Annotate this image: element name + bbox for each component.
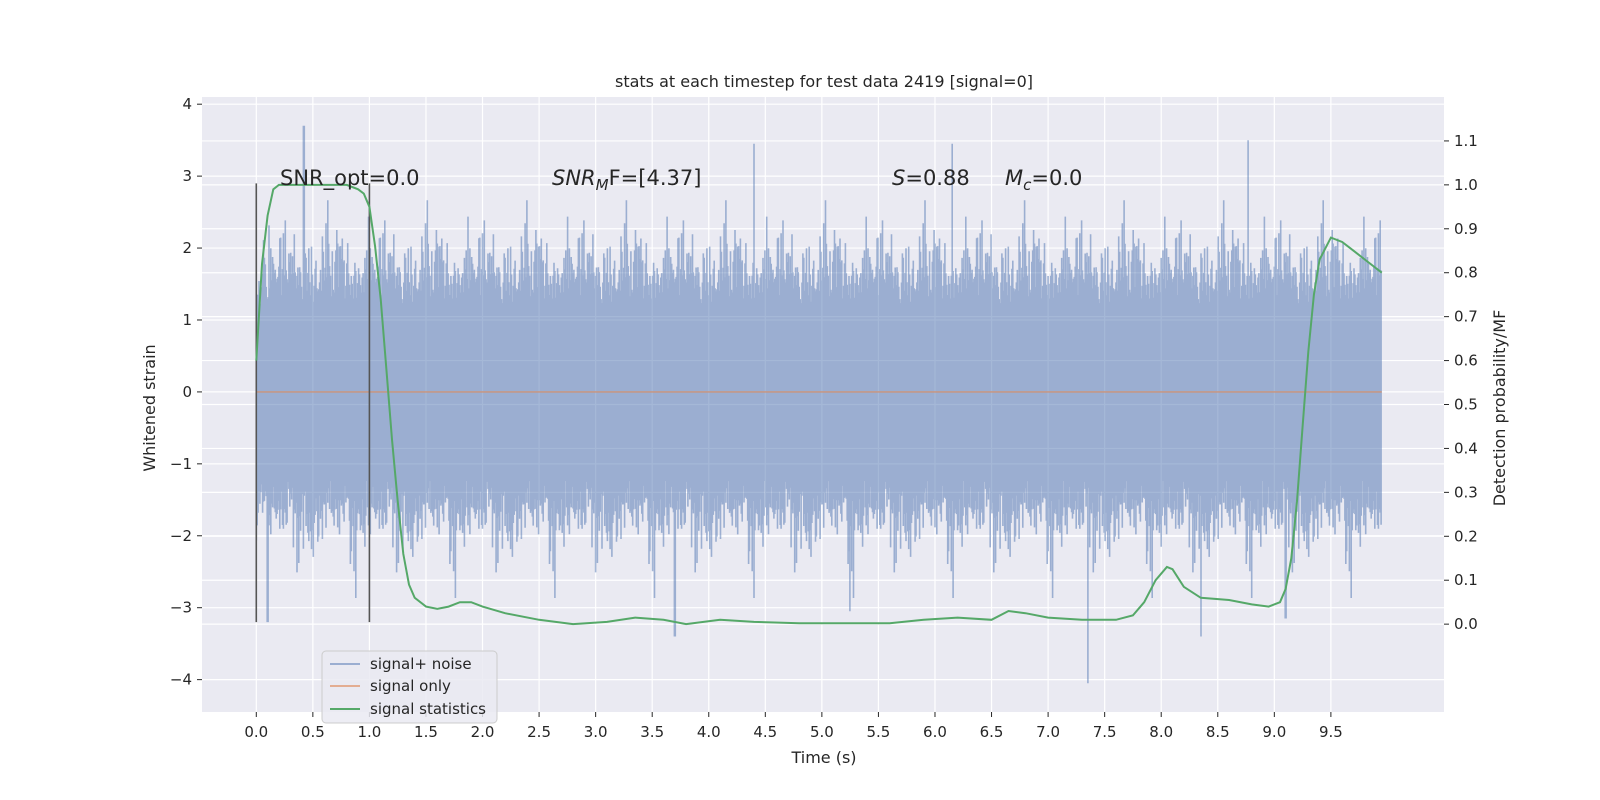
y-tick-label-4: 4: [182, 95, 192, 113]
yr-tick-label-0.5: 0.5: [1454, 396, 1478, 414]
legend: signal+ noise signal only signal statist…: [321, 650, 498, 724]
chart-title: stats at each timestep for test data 241…: [615, 72, 1033, 91]
x-tick-label-8.0: 8.0: [1149, 723, 1173, 741]
yr-tick-label-1.1: 1.1: [1454, 132, 1478, 150]
y-tick-label-0: 0: [182, 383, 192, 401]
mc-main: M: [1005, 166, 1023, 190]
annotations: SNR_opt=0.0 SNRMF=[4.37] S=0.88 Mc=0.0: [280, 166, 1082, 194]
y-tick-label-2: 2: [182, 239, 192, 257]
y-tick-label-−4: −4: [170, 671, 192, 689]
yr-tick-label-0.8: 0.8: [1454, 264, 1478, 282]
snr-mf-annotation: SNRMF=[4.37]: [552, 166, 701, 194]
yr-tick-label-1.0: 1.0: [1454, 176, 1478, 194]
snr-mf-main: SNR: [552, 166, 596, 190]
x-tick-label-3.0: 3.0: [584, 723, 608, 741]
y-tick-label-−2: −2: [170, 527, 192, 545]
yr-tick-label-0.6: 0.6: [1454, 352, 1478, 370]
s-rest: =0.88: [905, 166, 969, 190]
x-tick-label-7.0: 7.0: [1036, 723, 1060, 741]
y-axis-label: Whitened strain: [140, 344, 159, 471]
mc-sub: c: [1023, 176, 1032, 194]
x-tick-label-6.0: 6.0: [923, 723, 947, 741]
y-tick-label-−1: −1: [170, 455, 192, 473]
line-series: [255, 183, 1383, 626]
s-annotation: S=0.88: [892, 166, 970, 190]
legend-box: [321, 650, 498, 724]
signal-statistics-line: [255, 183, 1383, 626]
yr-tick-label-0.3: 0.3: [1454, 483, 1478, 501]
x-tick-label-3.5: 3.5: [640, 723, 664, 741]
x-tick-label-1.5: 1.5: [414, 723, 438, 741]
yr-tick-label-0.2: 0.2: [1454, 527, 1478, 545]
x-tick-label-2.5: 2.5: [527, 723, 551, 741]
axis-ticks: 0.0 0.5 1.0 1.5 2.0 2.5 3.0 3.5 4.0 4.5 5.0 5.5 6.0 6…: [170, 95, 1478, 741]
y-tick-label-−3: −3: [170, 599, 192, 617]
legend-label-stats: signal statistics: [370, 700, 486, 718]
x-tick-label-0.5: 0.5: [301, 723, 325, 741]
y-right-axis-label: Detection probability/MF: [1490, 310, 1509, 507]
snr-opt-annotation: SNR_opt=0.0: [280, 166, 420, 191]
snr-mf-sub: M: [596, 176, 609, 194]
y-tick-label-1: 1: [182, 311, 192, 329]
x-tick-label-7.5: 7.5: [1093, 723, 1117, 741]
y-tick-label-3: 3: [182, 167, 192, 185]
x-tick-label-9.5: 9.5: [1319, 723, 1343, 741]
yr-tick-label-0.7: 0.7: [1454, 308, 1478, 326]
yr-tick-label-0.4: 0.4: [1454, 439, 1478, 457]
s-main: S: [892, 166, 905, 190]
yr-tick-label-0.0: 0.0: [1454, 615, 1478, 633]
mc-rest: =0.0: [1031, 166, 1082, 190]
x-tick-label-6.5: 6.5: [980, 723, 1004, 741]
x-tick-label-1.0: 1.0: [357, 723, 381, 741]
x-axis-label: Time (s): [790, 748, 856, 767]
x-tick-label-8.5: 8.5: [1206, 723, 1230, 741]
legend-label-noise: signal+ noise: [370, 655, 472, 673]
x-tick-label-0.0: 0.0: [244, 723, 268, 741]
legend-label-signal: signal only: [370, 677, 451, 695]
x-tick-label-2.0: 2.0: [471, 723, 495, 741]
x-tick-label-9.0: 9.0: [1262, 723, 1286, 741]
x-tick-label-5.0: 5.0: [810, 723, 834, 741]
snr-mf-rest: F=[4.37]: [609, 166, 702, 190]
x-tick-label-5.5: 5.5: [866, 723, 890, 741]
x-tick-label-4.0: 4.0: [697, 723, 721, 741]
yr-tick-label-0.9: 0.9: [1454, 220, 1478, 238]
yr-tick-label-0.1: 0.1: [1454, 571, 1478, 589]
mc-annotation: Mc=0.0: [1005, 166, 1082, 194]
x-tick-label-4.5: 4.5: [753, 723, 777, 741]
